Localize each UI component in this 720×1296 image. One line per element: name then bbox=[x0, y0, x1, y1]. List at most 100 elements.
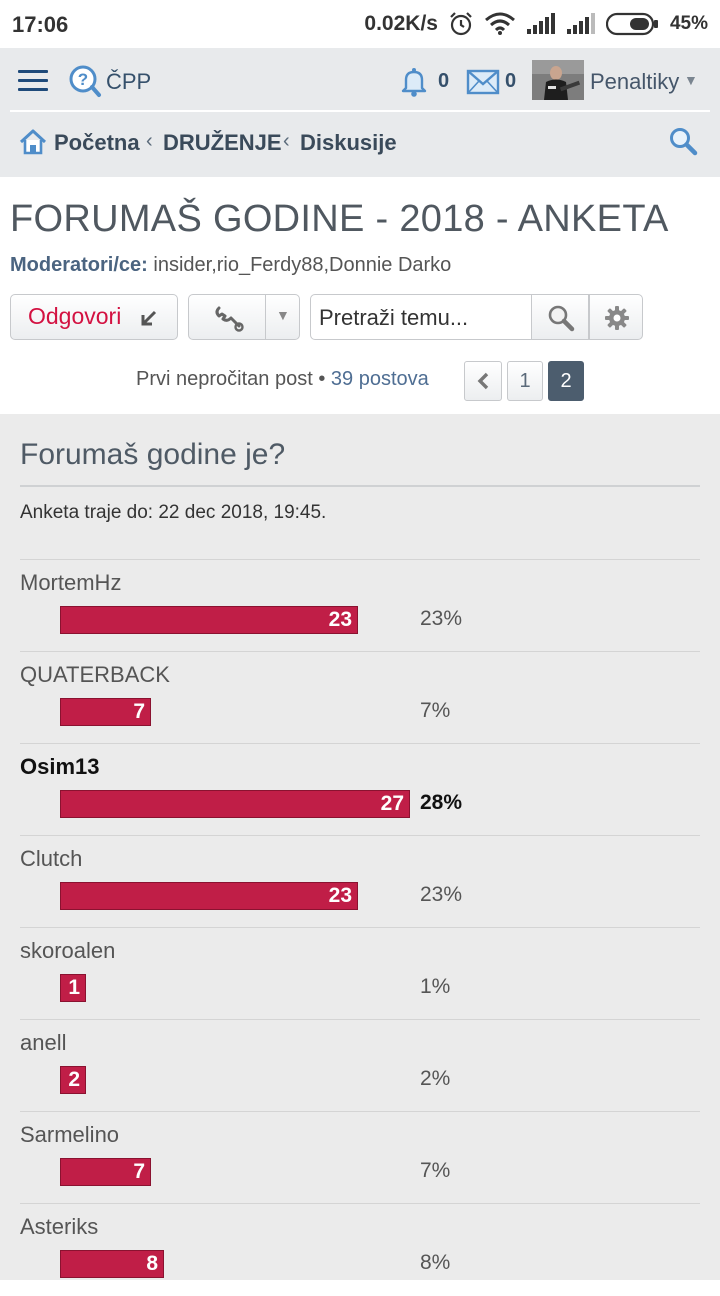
poll-option-percent: 1% bbox=[420, 975, 451, 998]
poll-option-name: skoroalen bbox=[20, 938, 116, 963]
page-title: FORUMAŠ GODINE - 2018 - ANKETA bbox=[10, 198, 669, 240]
bell-icon[interactable] bbox=[398, 66, 430, 103]
poll-option-bar: 7 bbox=[60, 698, 151, 726]
poll-panel: Forumaš godine je? Anketa traje do: 22 d… bbox=[0, 414, 720, 1280]
signal-icon bbox=[566, 13, 596, 35]
breadcrumb-home[interactable]: Početna bbox=[54, 130, 140, 155]
home-icon[interactable] bbox=[18, 128, 48, 161]
avatar[interactable] bbox=[532, 60, 584, 100]
username[interactable]: Penaltiky bbox=[590, 69, 680, 94]
breadcrumb: Početna ‹ DRUŽENJE ‹ Diskusije bbox=[0, 112, 720, 174]
chevron-down-icon[interactable]: ▼ bbox=[684, 72, 698, 88]
wifi-icon bbox=[484, 12, 516, 36]
signal-icon bbox=[526, 13, 556, 35]
poll-option-percent: 23% bbox=[420, 883, 463, 906]
wrench-icon bbox=[213, 304, 245, 337]
poll-question: Forumaš godine je? bbox=[20, 438, 286, 471]
poll-option-name: MortemHz bbox=[20, 570, 122, 595]
poll-option-votes: 23 bbox=[328, 608, 352, 631]
poll-option: anell 2 2% bbox=[20, 1019, 700, 1112]
topic-search-input[interactable] bbox=[319, 304, 519, 332]
poll-option-bar: 1 bbox=[60, 974, 86, 1002]
poll-option-name: Sarmelino bbox=[20, 1122, 120, 1147]
messages-count[interactable]: 0 bbox=[505, 70, 517, 92]
poll-option-bar: 2 bbox=[60, 1066, 86, 1094]
status-time: 17:06 bbox=[12, 12, 69, 37]
moderators-line: Moderatori/ce: insider,rio_Ferdy88,Donni… bbox=[10, 254, 451, 277]
poll-option-votes: 2 bbox=[68, 1068, 80, 1091]
pagination-prev-button[interactable] bbox=[464, 361, 502, 401]
site-header: ? ČPP 0 0 Penaltiky ▼ Početna ‹ DRUŽENJE… bbox=[0, 48, 720, 177]
faq-link[interactable]: ČPP bbox=[106, 69, 152, 94]
poll-option: Osim13 27 28% bbox=[20, 743, 700, 836]
breadcrumb-druzenje[interactable]: DRUŽENJE bbox=[163, 130, 282, 155]
advanced-search-button[interactable] bbox=[589, 294, 643, 340]
gear-icon bbox=[603, 304, 631, 337]
poll-option-name: Osim13 bbox=[20, 754, 100, 779]
poll-option-name: anell bbox=[20, 1030, 67, 1055]
topic-tools-button[interactable]: ▼ bbox=[188, 294, 300, 340]
first-unread-link[interactable]: Prvi nepročitan post bbox=[136, 368, 313, 390]
poll-option-percent: 8% bbox=[420, 1251, 451, 1274]
poll-option-votes: 7 bbox=[133, 1160, 145, 1183]
poll-option: Sarmelino 7 7% bbox=[20, 1111, 700, 1204]
poll-option: MortemHz 23 23% bbox=[20, 559, 700, 652]
poll-option-bar: 23 bbox=[60, 606, 358, 634]
battery-icon bbox=[605, 12, 660, 36]
poll-option-bar: 7 bbox=[60, 1158, 151, 1186]
breadcrumb-separator: ‹ bbox=[146, 130, 153, 152]
poll-option: Asteriks 8 8% bbox=[20, 1203, 700, 1296]
notifications-count[interactable]: 0 bbox=[438, 70, 450, 92]
alarm-icon bbox=[448, 11, 474, 37]
poll-option-votes: 23 bbox=[328, 884, 352, 907]
pagination-page-1[interactable]: 1 bbox=[507, 361, 543, 401]
search-submit-button[interactable] bbox=[531, 294, 589, 340]
search-icon bbox=[546, 303, 576, 338]
breadcrumb-separator: ‹ bbox=[283, 130, 290, 152]
poll-option-votes: 1 bbox=[68, 976, 80, 999]
poll-option-name: QUATERBACK bbox=[20, 662, 170, 687]
poll-option-percent: 2% bbox=[420, 1067, 451, 1090]
pagination-page-2[interactable]: 2 bbox=[548, 361, 584, 401]
post-count: 39 postova bbox=[330, 368, 429, 390]
hamburger-menu-icon[interactable] bbox=[18, 70, 48, 92]
poll-option-votes: 8 bbox=[146, 1252, 158, 1275]
chevron-down-icon[interactable]: ▼ bbox=[276, 307, 290, 323]
poll-option-percent: 7% bbox=[420, 1159, 451, 1182]
topic-search-box[interactable] bbox=[310, 294, 532, 340]
battery-percent: 45% bbox=[669, 13, 708, 34]
poll-option-percent: 28% bbox=[420, 791, 463, 814]
header-divider bbox=[10, 110, 710, 112]
poll-option-percent: 23% bbox=[420, 607, 463, 630]
separator-dot: • bbox=[318, 368, 326, 390]
network-speed: 0.02K/s bbox=[364, 12, 438, 35]
search-icon[interactable] bbox=[668, 126, 698, 161]
poll-option: skoroalen 1 1% bbox=[20, 927, 700, 1020]
poll-option-name: Clutch bbox=[20, 846, 83, 871]
poll-option-bar: 8 bbox=[60, 1250, 164, 1278]
moderators-label: Moderatori/ce: bbox=[10, 254, 148, 276]
moderators-list[interactable]: insider,rio_Ferdy88,Donnie Darko bbox=[153, 254, 452, 276]
header-top-row: ? ČPP 0 0 Penaltiky ▼ bbox=[0, 48, 720, 110]
poll-end-date: Anketa traje do: 22 dec 2018, 19:45. bbox=[20, 502, 327, 523]
reply-arrow-icon bbox=[139, 308, 159, 333]
poll-option-votes: 27 bbox=[380, 792, 404, 815]
svg-text:?: ? bbox=[78, 70, 88, 89]
poll-option: Clutch 23 23% bbox=[20, 835, 700, 928]
button-split bbox=[265, 295, 266, 339]
poll-option-bar: 23 bbox=[60, 882, 358, 910]
poll-option-votes: 7 bbox=[133, 700, 145, 723]
poll-option-bar: 27 bbox=[60, 790, 410, 818]
faq-icon[interactable]: ? bbox=[68, 64, 102, 98]
pagination-info: Prvi nepročitan post • 39 postova bbox=[136, 368, 429, 391]
poll-title-divider bbox=[20, 485, 700, 487]
reply-button-label: Odgovori bbox=[28, 303, 122, 329]
breadcrumb-diskusije[interactable]: Diskusije bbox=[300, 130, 397, 155]
poll-option: QUATERBACK 7 7% bbox=[20, 651, 700, 744]
status-bar: 17:06 0.02K/s 45% bbox=[0, 0, 720, 48]
envelope-icon[interactable] bbox=[466, 68, 500, 101]
poll-option-percent: 7% bbox=[420, 699, 451, 722]
poll-option-name: Asteriks bbox=[20, 1214, 99, 1239]
status-right: 0.02K/s 45% bbox=[364, 10, 708, 38]
reply-button[interactable]: Odgovori bbox=[10, 294, 178, 340]
